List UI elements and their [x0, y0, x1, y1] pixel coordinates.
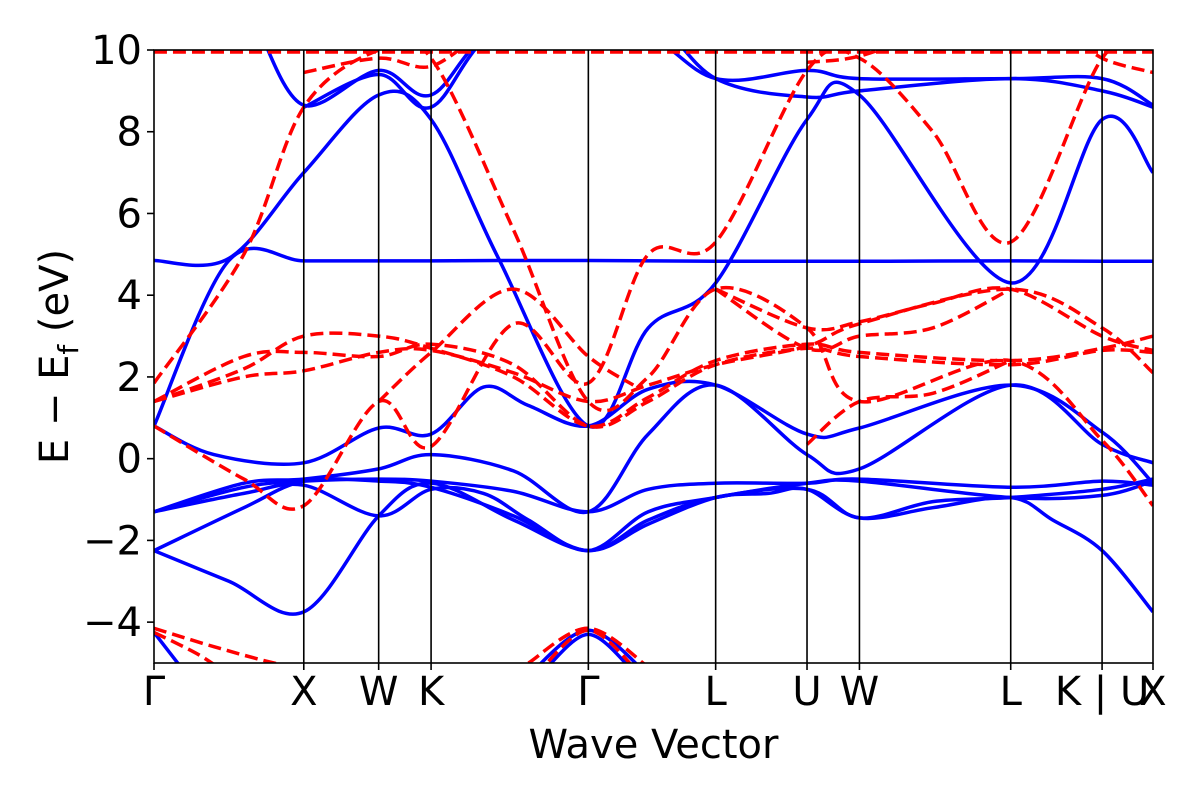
blue-solid-band-13: [154, 631, 180, 663]
red-dashed-band-12: [806, 50, 885, 65]
x-tick-label: L: [1000, 669, 1023, 715]
plot-frame: [153, 49, 1154, 664]
red-dashed-band-6: [377, 287, 635, 403]
red-dashed-band-7: [805, 358, 1012, 446]
y-tick-label: −2: [83, 518, 142, 564]
blue-solid-band-4: [154, 477, 1153, 514]
red-dashed-band-14: [154, 626, 282, 663]
y-tick-label: 8: [117, 110, 142, 156]
y-axis-title-base: E − E: [32, 355, 78, 465]
x-tick-label: Γ: [577, 669, 600, 715]
red-dashed-band-2: [154, 331, 1153, 429]
y-tick-label: −4: [83, 600, 142, 646]
y-axis-title-suffix: (eV): [32, 249, 78, 345]
y-axis-title-subscript: f: [52, 344, 85, 355]
x-tick-label: K | U: [1055, 669, 1149, 715]
red-dashed-band-15: [154, 630, 215, 663]
y-axis-ticks: −4 −2 0 2 4 6 8 10: [83, 28, 154, 646]
x-tick-label: W: [359, 669, 399, 715]
red-dashed-band-16: [527, 626, 646, 663]
y-tick-label: 4: [117, 273, 142, 319]
x-tick-label: W: [840, 669, 880, 715]
x-tick-label: Γ: [143, 669, 166, 715]
high-symmetry-lines: [302, 50, 1103, 663]
y-axis-title: E − Ef (eV): [32, 249, 85, 464]
x-tick-label: K: [418, 669, 446, 715]
red-dashed-band-11: [303, 50, 462, 75]
y-tick-label: 6: [117, 191, 142, 237]
blue-solid-band-3: [154, 478, 1153, 553]
y-tick-label: 10: [91, 28, 142, 74]
x-tick-label: L: [705, 669, 728, 715]
x-tick-label: X: [290, 669, 317, 715]
y-tick-label: 0: [117, 437, 142, 483]
y-tick-label: 2: [117, 355, 142, 401]
x-axis-title: Wave Vector: [529, 722, 780, 768]
x-tick-label: X: [1139, 669, 1166, 715]
x-tick-label: U: [792, 669, 821, 715]
blue-solid-band-10: [266, 50, 1153, 108]
